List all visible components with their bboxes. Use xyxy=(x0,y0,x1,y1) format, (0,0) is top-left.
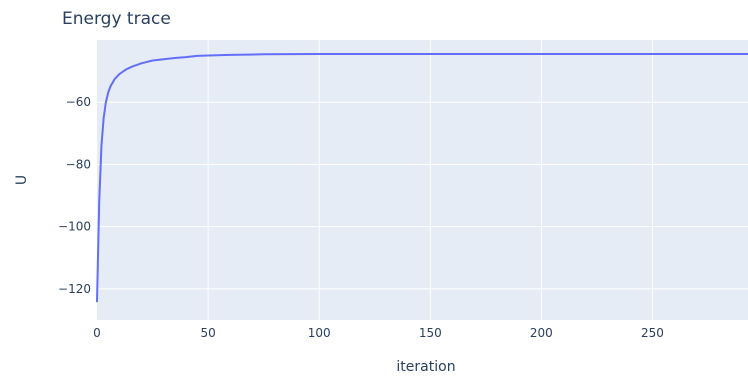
x-tick-label: 100 xyxy=(308,326,331,340)
y-gridlines xyxy=(97,101,748,290)
x-axis-title: iteration xyxy=(396,359,455,375)
y-tick-label: −100 xyxy=(58,220,91,234)
energy-line xyxy=(96,53,748,303)
chart-title: Energy trace xyxy=(62,9,171,29)
x-tick-label: 0 xyxy=(93,326,101,340)
x-tick-label: 200 xyxy=(530,326,553,340)
x-tick-labels: 0 50 100 150 200 250 xyxy=(93,326,664,340)
x-tick-label: 50 xyxy=(200,326,215,340)
x-tick-label: 250 xyxy=(641,326,664,340)
plot-background xyxy=(97,40,748,320)
y-tick-label: −120 xyxy=(58,282,91,296)
y-tick-label: −60 xyxy=(66,95,91,109)
x-gridlines xyxy=(207,40,653,320)
y-axis-title: U xyxy=(14,175,30,185)
x-tick-label: 150 xyxy=(419,326,442,340)
y-tick-label: −80 xyxy=(66,157,91,171)
y-tick-labels: −120 −100 −80 −60 xyxy=(58,95,91,296)
series-layer xyxy=(96,53,748,303)
